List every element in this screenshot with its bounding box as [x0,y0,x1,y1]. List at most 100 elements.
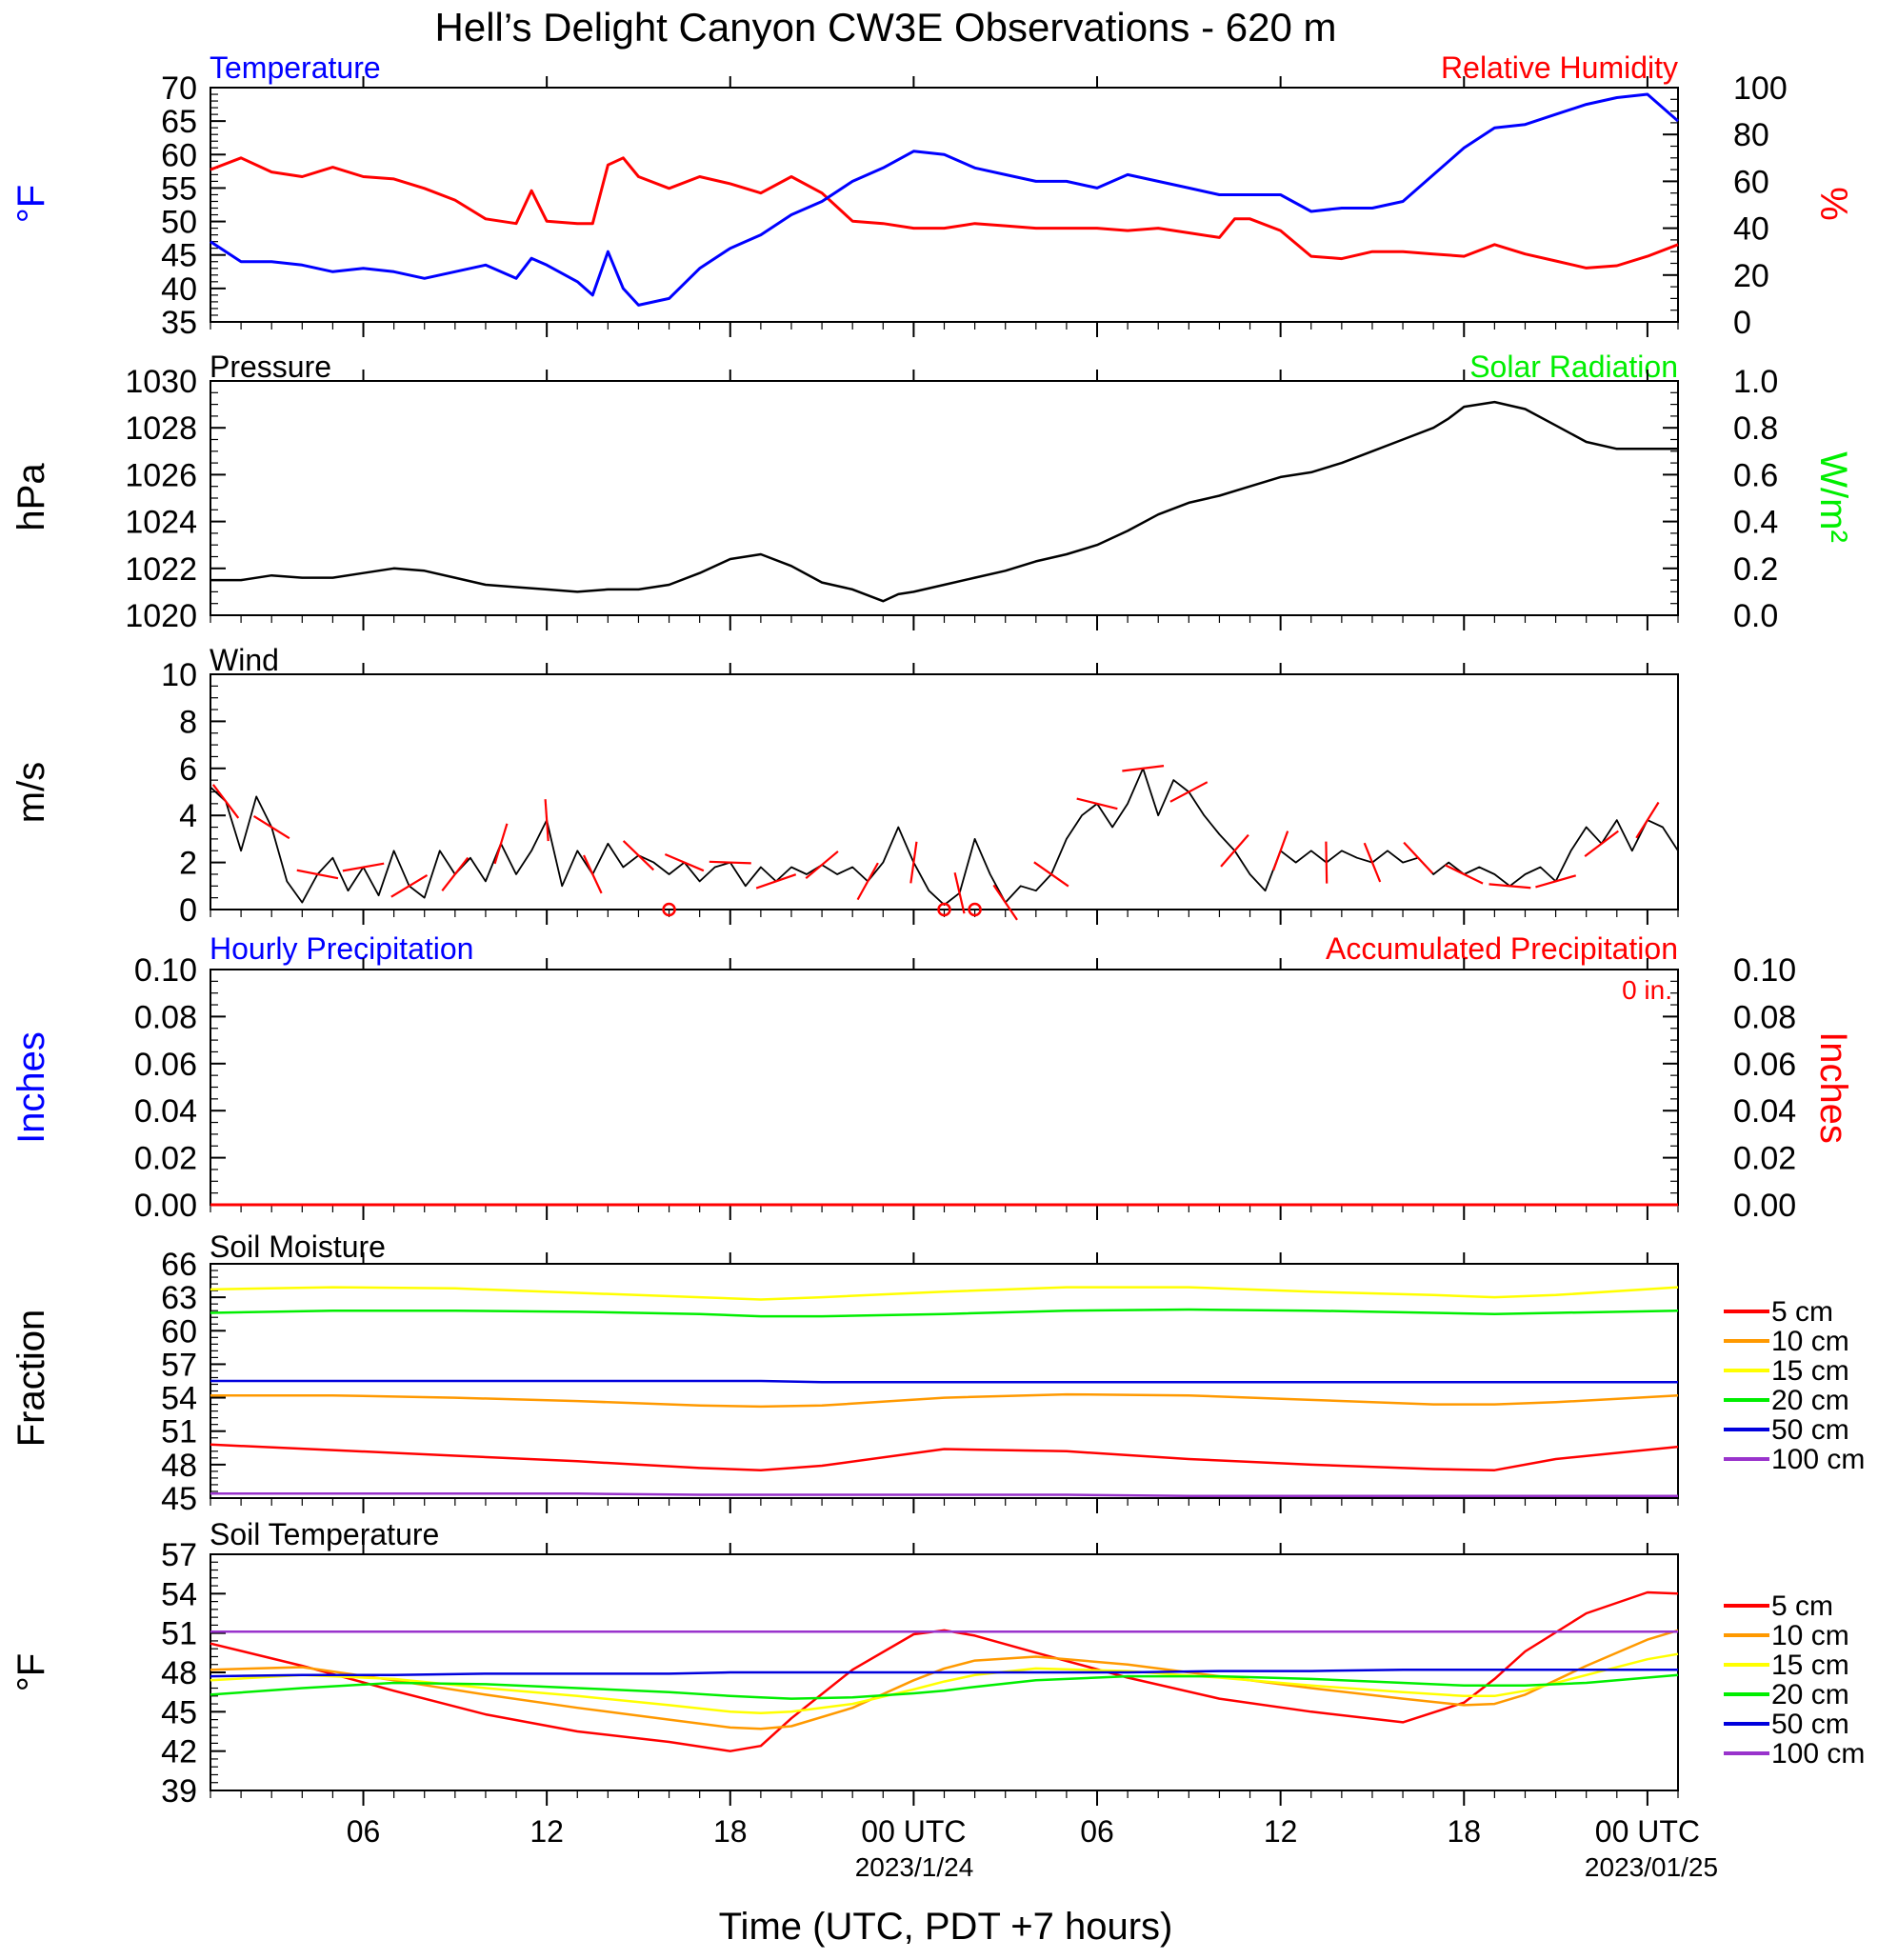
legend-label: 20 cm [1771,1385,1849,1416]
tick-label: 60 [1733,164,1769,200]
time-axis: 06 12 18 00 UTC 06 12 18 00 UTC [347,1814,1700,1849]
wind-barb [544,799,549,842]
time-tick-label: 12 [1264,1814,1298,1849]
tick-label: 0.00 [134,1188,197,1224]
legend-label: 10 cm [1771,1326,1849,1357]
tick-label: 60 [161,1313,197,1350]
humidity-ylabel: % [1812,187,1854,221]
tick-label: 0.00 [1733,1188,1796,1224]
x-axis-label: Time (UTC, PDT +7 hours) [719,1906,1173,1948]
soil-moisture-line-20cm [210,1308,1679,1318]
soil-moisture-title: Soil Moisture [210,1230,386,1264]
tick-label: 50 [161,205,197,241]
wind-barb [493,823,509,865]
wind-barb [755,873,797,890]
tick-label: 0 [1733,305,1751,341]
tick-label: 0.08 [1733,999,1796,1035]
panel-0-axes-right: 0 20 40 60 80 100 [1663,70,1788,341]
wind-barb [1033,861,1069,888]
wind-barb [805,850,839,880]
figure-title: Hell’s Delight Canyon CW3E Observations … [435,5,1337,50]
tick-label: 1022 [125,551,197,588]
tick-label: 54 [161,1381,197,1417]
tick-label: 1030 [125,364,197,400]
soil-temperature-line-10cm [210,1629,1679,1730]
wind-barb [1535,874,1577,889]
tick-label: 8 [179,704,197,740]
soil-temperature-line-5cm [210,1590,1679,1752]
wind-barb [664,852,705,872]
time-tick-label: 06 [347,1814,381,1849]
wind-barb [1403,841,1433,874]
soil-moisture-line-10cm [210,1392,1679,1409]
tick-label: 0.04 [1733,1093,1796,1130]
tick-label: 54 [161,1576,197,1612]
panel-3-axes-right: 0.00 0.02 0.04 0.06 0.08 0.10 [1663,952,1796,1224]
wind-barb [390,874,429,898]
tick-label: 0.06 [134,1047,197,1083]
tick-label: 0.06 [1733,1047,1796,1083]
wind-barb [1220,833,1249,868]
time-tick-label: 06 [1080,1814,1114,1849]
wind-ylabel: m/s [10,762,52,823]
wind-barb [1076,797,1118,810]
pressure-ylabel: hPa [10,463,52,531]
legend-label: 20 cm [1771,1679,1849,1710]
soil-temperature-line-15cm [210,1652,1679,1714]
legend-label: 100 cm [1771,1444,1865,1475]
soil-temperature-title: Soil Temperature [210,1517,439,1551]
wind-panel: Wind m/s [10,643,279,823]
tick-label: 1020 [125,598,197,634]
soil-moisture-line-100cm [210,1492,1678,1497]
tick-label: 0 [179,892,197,929]
wind-barb [1584,830,1619,857]
wind-barb [1635,801,1660,839]
time-tick-label: 00 UTC [861,1814,966,1849]
tick-label: 0.4 [1733,505,1778,541]
wind-barb [211,784,240,819]
tick-label: 45 [161,1481,197,1517]
time-tick-label: 18 [713,1814,748,1849]
wind-barbs [211,765,1660,921]
tick-label: 35 [161,305,197,341]
wind-title: Wind [210,643,279,677]
tick-label: 10 [161,657,197,693]
date-label-1: 2023/1/24 [855,1852,974,1882]
wind-barb [441,856,470,891]
soil-moisture-panel: Soil Moisture Fraction [10,1230,386,1447]
tick-label: 65 [161,104,197,140]
tick-label: 80 [1733,117,1769,153]
soil-moisture-line-5cm [210,1443,1679,1471]
legend-label: 5 cm [1771,1590,1833,1622]
wind-barb [992,884,1018,921]
tick-label: 0.2 [1733,551,1778,588]
tick-label: 0.02 [1733,1141,1796,1177]
wind-barb [909,841,918,884]
tick-label: 60 [161,137,197,173]
tick-label: 40 [1733,211,1769,248]
soil-temperature-line-50cm [210,1668,1678,1678]
wind-barb [953,872,966,914]
tick-label: 48 [161,1655,197,1691]
wind-barb [856,862,879,901]
tick-label: 1028 [125,410,197,447]
tick-label: 0.0 [1733,598,1778,634]
soil-moisture-line-50cm [210,1379,1678,1384]
tick-label: 1.0 [1733,364,1778,400]
tick-label: 0.02 [134,1141,197,1177]
wind-barb [622,840,655,871]
solar-radiation-title: Solar Radiation [1469,350,1678,384]
wind-barb [296,869,339,880]
legend-label: 50 cm [1771,1414,1849,1446]
soil-moisture-ylabel: Fraction [10,1310,52,1448]
relative-humidity-line [210,156,1679,270]
tick-label: 45 [161,1694,197,1730]
pressure-line [210,400,1678,603]
wind-barb [583,854,603,894]
hourly-precipitation-ylabel: Inches [10,1031,52,1144]
calm-wind-marker [662,902,676,917]
tick-label: 0.10 [134,952,197,989]
tick-label: 0.6 [1733,457,1778,493]
